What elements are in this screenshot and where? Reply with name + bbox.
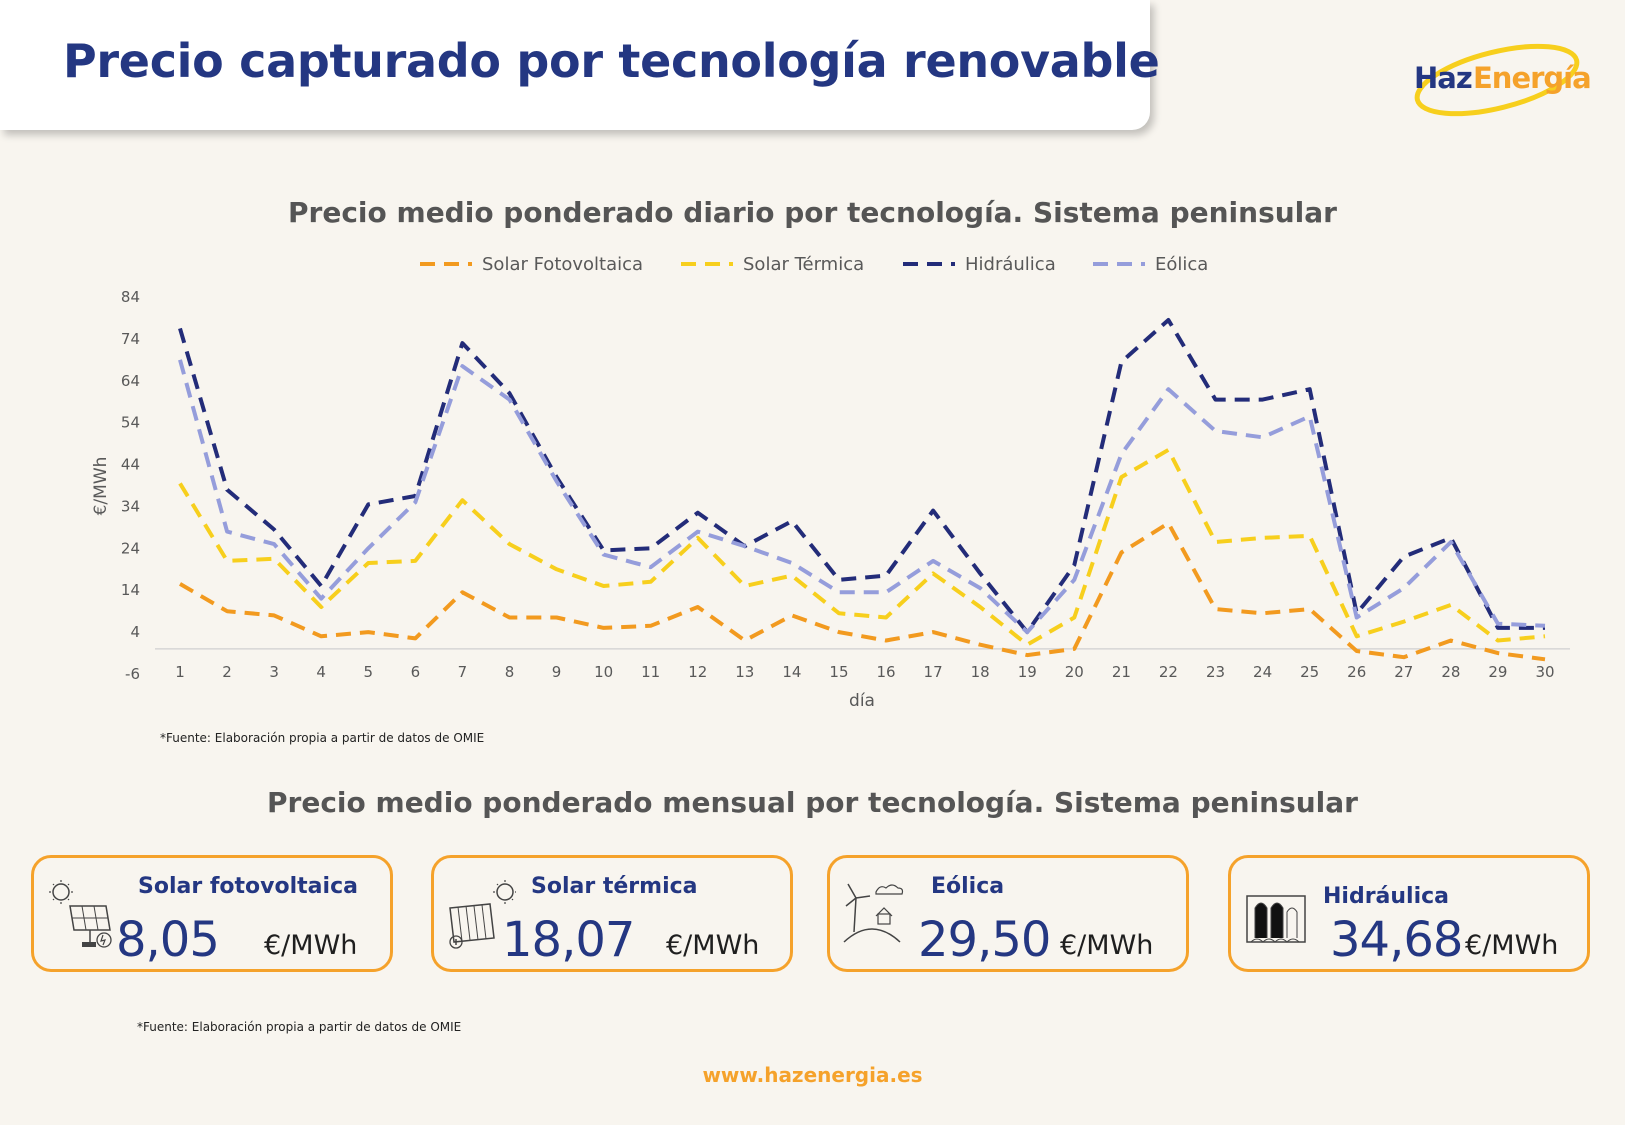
x-tick-label: 23 (1206, 663, 1225, 681)
x-tick-label: 28 (1441, 663, 1460, 681)
hazenergia-logo[interactable]: Haz Energía (1405, 36, 1592, 122)
card-title: Solar fotovoltaica (138, 874, 358, 899)
x-tick-label: 12 (688, 663, 707, 681)
logo-swoosh-icon (1414, 43, 1580, 117)
y-tick-label: 64 (121, 372, 140, 390)
chart-title: Precio medio ponderado diario por tecnol… (288, 196, 1337, 229)
x-tick-label: 29 (1488, 663, 1507, 681)
series-line (178, 359, 1546, 635)
x-tick-label: 22 (1159, 663, 1178, 681)
card-solar-fotovoltaica: Solar fotovoltaica 8,05 €/MWh (31, 855, 393, 972)
card-value: 34,68 (1330, 912, 1463, 968)
card-unit: €/MWh (666, 930, 760, 961)
monthly-section-title: Precio medio ponderado mensual por tecno… (267, 786, 1358, 819)
legend-label: Solar Fotovoltaica (482, 254, 643, 275)
card-solar-termica: Solar térmica 18,07 €/MWh (431, 855, 793, 972)
card-unit: €/MWh (1060, 930, 1154, 961)
series-line (178, 447, 1546, 647)
card-title: Eólica (931, 874, 1005, 899)
card-eolica: Eólica 29,50 €/MWh (827, 855, 1189, 972)
x-tick-label: 21 (1112, 663, 1131, 681)
x-tick-label: 27 (1394, 663, 1413, 681)
logo-text-energia: Energía (1473, 61, 1592, 95)
legend-label: Hidráulica (965, 254, 1056, 275)
y-tick-label: 34 (121, 497, 140, 515)
series-line (178, 318, 1545, 635)
x-tick-label: 8 (505, 663, 515, 681)
x-tick-label: 6 (411, 663, 421, 681)
x-tick-label: 25 (1300, 663, 1319, 681)
x-tick-label: 2 (222, 663, 232, 681)
legend-label: Solar Térmica (743, 254, 864, 275)
y-tick-label: 74 (121, 330, 140, 348)
footer-website-link[interactable]: www.hazenergia.es (702, 1063, 923, 1087)
x-tick-label: 18 (971, 663, 990, 681)
x-tick-label: 1 (175, 663, 185, 681)
x-tick-label: 13 (735, 663, 754, 681)
x-tick-label: 19 (1018, 663, 1037, 681)
x-tick-label: 16 (876, 663, 895, 681)
card-value: 8,05 (116, 912, 220, 968)
series-line (178, 521, 1546, 662)
x-tick-label: 4 (316, 663, 326, 681)
header-card: Precio capturado por tecnología renovabl… (0, 0, 1160, 130)
x-tick-label: 26 (1347, 663, 1366, 681)
y-tick-label: 84 (121, 288, 140, 306)
solar-panel-icon (49, 880, 112, 948)
x-tick-label: 10 (594, 663, 613, 681)
dam-icon (1246, 895, 1306, 943)
x-tick-label: 14 (782, 663, 801, 681)
x-tick-label: 17 (924, 663, 943, 681)
card-hidraulica: Hidráulica 34,68 €/MWh (1228, 855, 1590, 972)
legend-label: Eólica (1155, 254, 1208, 275)
y-tick-label: -6 (125, 665, 140, 683)
logo-text-haz: Haz (1414, 61, 1473, 95)
card-title: Solar térmica (531, 874, 698, 899)
x-tick-label: 11 (641, 663, 660, 681)
y-tick-label: 14 (121, 581, 140, 599)
chart-source-note: *Fuente: Elaboración propia a partir de … (160, 731, 485, 745)
y-tick-label: 4 (130, 623, 140, 641)
y-axis-title: €/MWh (91, 457, 111, 516)
x-tick-label: 30 (1535, 663, 1554, 681)
x-tick-label: 9 (552, 663, 562, 681)
card-value: 18,07 (502, 912, 635, 968)
card-unit: €/MWh (1465, 930, 1559, 961)
x-tick-label: 3 (269, 663, 279, 681)
x-tick-label: 15 (829, 663, 848, 681)
wind-turbine-icon (843, 883, 904, 943)
x-axis-title: día (849, 691, 875, 711)
y-tick-label: 24 (121, 539, 140, 557)
card-title: Hidráulica (1323, 884, 1450, 909)
page-title: Precio capturado por tecnología renovabl… (63, 34, 1160, 88)
card-value: 29,50 (918, 912, 1051, 968)
card-unit: €/MWh (264, 930, 358, 961)
solar-thermal-icon (449, 880, 516, 949)
y-tick-label: 44 (121, 456, 140, 474)
monthly-source-note: *Fuente: Elaboración propia a partir de … (137, 1020, 462, 1034)
x-tick-label: 20 (1065, 663, 1084, 681)
x-tick-label: 5 (364, 663, 374, 681)
x-tick-label: 7 (458, 663, 468, 681)
x-tick-label: 24 (1253, 663, 1272, 681)
y-tick-label: 54 (121, 414, 140, 432)
